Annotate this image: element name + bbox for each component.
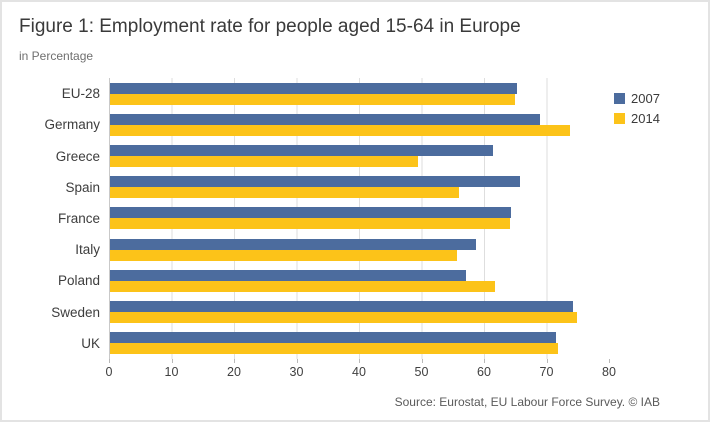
source-note: Source: Eurostat, EU Labour Force Survey… xyxy=(394,395,660,409)
x-tick-label-70: 70 xyxy=(539,365,554,379)
figure-title: Figure 1: Employment rate for people age… xyxy=(19,16,521,37)
category-label-eu-28: EU-28 xyxy=(61,86,100,102)
bar-rows xyxy=(110,78,609,359)
category-label-greece: Greece xyxy=(55,148,100,164)
bar-2007-uk xyxy=(110,332,556,344)
legend-swatch-2007 xyxy=(614,93,625,104)
x-tick-label-30: 30 xyxy=(289,365,304,379)
bar-2014-uk xyxy=(110,343,559,355)
category-label-poland: Poland xyxy=(57,273,100,289)
legend: 2007 2014 xyxy=(614,91,660,126)
figure-subtitle: in Percentage xyxy=(19,49,94,63)
x-tick-label-40: 40 xyxy=(352,365,366,379)
x-tick-mark-10 xyxy=(171,359,173,363)
bar-2014-spain xyxy=(110,187,460,199)
bar-2007-eu-28 xyxy=(110,82,518,94)
x-tick-mark-30 xyxy=(296,359,298,363)
x-tick-mark-0 xyxy=(109,359,110,363)
bar-group-spain xyxy=(110,172,609,203)
bar-2007-italy xyxy=(110,238,477,250)
bar-group-eu-28 xyxy=(110,78,609,109)
category-label-germany: Germany xyxy=(44,117,100,133)
x-tick-mark-50 xyxy=(421,359,423,363)
x-tick-mark-60 xyxy=(484,359,485,363)
category-label-uk: UK xyxy=(81,335,100,351)
bar-2014-italy xyxy=(110,249,458,261)
bar-group-france xyxy=(110,203,609,234)
bar-2007-germany xyxy=(110,113,541,125)
bar-2007-sweden xyxy=(110,301,573,313)
bar-2007-poland xyxy=(110,269,466,281)
x-tick-mark-20 xyxy=(234,359,235,363)
legend-item-2007: 2007 xyxy=(614,91,660,106)
legend-label-2014: 2014 xyxy=(631,111,660,126)
x-tick-label-60: 60 xyxy=(477,365,491,379)
bar-2014-germany xyxy=(110,124,571,136)
bar-2014-sweden xyxy=(110,312,578,324)
category-label-spain: Spain xyxy=(65,179,100,195)
bar-group-sweden xyxy=(110,297,609,328)
category-label-sweden: Sweden xyxy=(51,304,100,320)
bar-2014-poland xyxy=(110,280,495,292)
category-labels: EU-28 Germany Greece Spain France Italy Poland… xyxy=(2,78,100,359)
bar-2007-greece xyxy=(110,145,493,157)
bar-group-poland xyxy=(110,265,609,296)
bar-2014-greece xyxy=(110,156,419,168)
x-tick-label-10: 10 xyxy=(164,365,179,379)
bar-2014-eu-28 xyxy=(110,93,515,105)
category-label-france: France xyxy=(57,210,100,226)
bar-group-germany xyxy=(110,109,609,140)
bar-2007-france xyxy=(110,207,512,219)
x-axis: 0 10 20 30 40 50 60 70 80 xyxy=(105,359,616,385)
x-tick-label-0: 0 xyxy=(105,365,113,379)
bar-2007-spain xyxy=(110,176,521,188)
plot-area xyxy=(109,78,609,359)
bar-group-greece xyxy=(110,140,609,171)
category-label-italy: Italy xyxy=(75,242,100,258)
legend-item-2014: 2014 xyxy=(614,111,660,126)
bar-2014-france xyxy=(110,218,511,230)
legend-swatch-2014 xyxy=(614,113,625,124)
x-tick-label-50: 50 xyxy=(414,365,429,379)
bar-group-uk xyxy=(110,328,609,359)
x-tick-mark-40 xyxy=(359,359,360,363)
x-tick-label-80: 80 xyxy=(602,365,616,379)
x-tick-mark-80 xyxy=(609,359,610,363)
x-tick-label-20: 20 xyxy=(227,365,241,379)
legend-label-2007: 2007 xyxy=(631,91,660,106)
bar-group-italy xyxy=(110,234,609,265)
x-tick-mark-70 xyxy=(546,359,548,363)
